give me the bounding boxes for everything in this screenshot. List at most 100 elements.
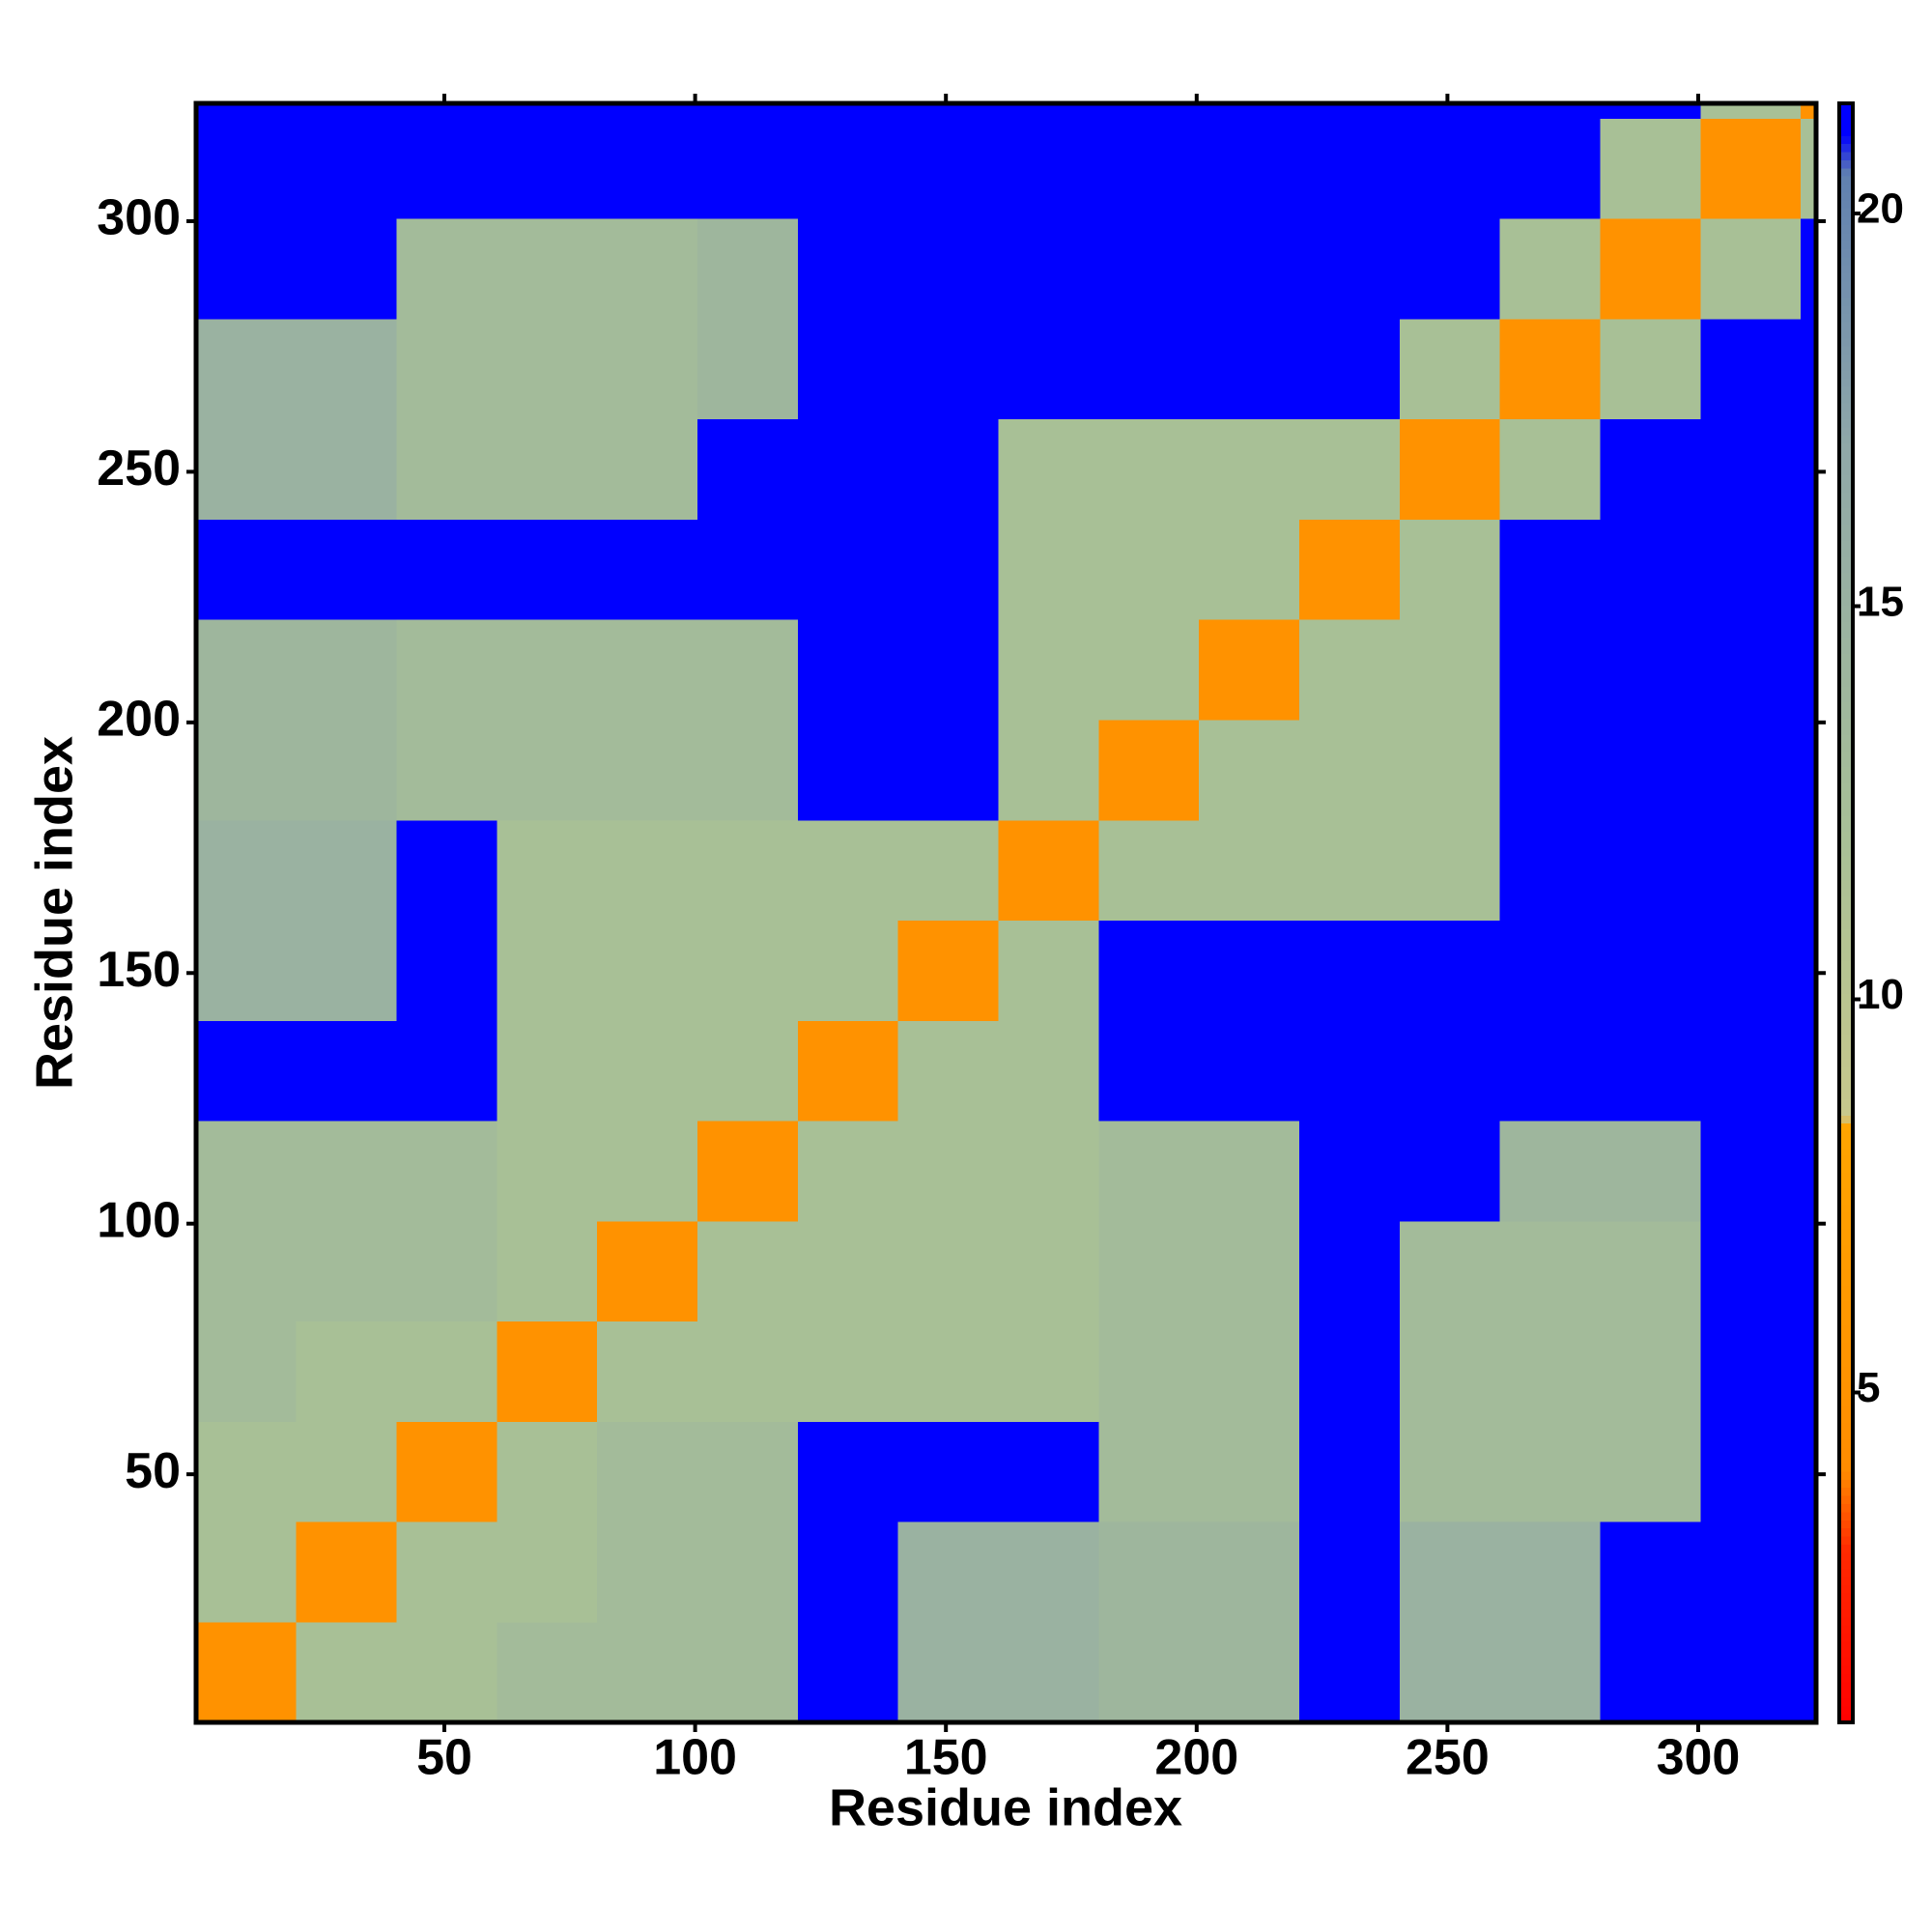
cell	[696, 118, 799, 219]
colorbar-segment	[1838, 782, 1854, 792]
y-tick-label: 150	[97, 942, 181, 998]
cell	[998, 418, 1099, 520]
colorbar-segment	[1838, 936, 1854, 946]
colorbar-segment	[1838, 621, 1854, 630]
heatmap-cells	[195, 102, 1817, 1723]
colorbar-segment	[1838, 1300, 1854, 1310]
colorbar-segment	[1838, 265, 1854, 274]
cell	[597, 1421, 698, 1522]
colorbar-segment	[1838, 1268, 1854, 1278]
cell	[1399, 318, 1501, 420]
colorbar-segment	[1838, 184, 1854, 193]
cell	[1600, 1621, 1701, 1723]
cell	[1098, 218, 1200, 320]
colorbar-segment	[1838, 831, 1854, 840]
colorbar-segment	[1838, 1017, 1854, 1027]
cell	[1399, 1020, 1501, 1122]
cell	[1700, 1421, 1802, 1522]
cell	[497, 1220, 598, 1322]
cell	[497, 519, 598, 620]
cell	[1199, 1421, 1300, 1522]
colorbar-segment	[1838, 1074, 1854, 1084]
cell	[797, 318, 899, 420]
cell	[296, 318, 397, 420]
colorbar-segment	[1838, 378, 1854, 387]
colorbar-segment	[1838, 451, 1854, 460]
colorbar-segment	[1838, 1690, 1854, 1699]
cell	[1700, 920, 1802, 1021]
cell	[195, 118, 298, 219]
cell	[597, 218, 698, 320]
cell	[195, 218, 298, 320]
colorbar-tick-label: 15	[1857, 578, 1904, 625]
cell	[797, 519, 899, 620]
cell	[1399, 1220, 1501, 1322]
cell	[1098, 719, 1200, 821]
cell	[497, 418, 598, 520]
colorbar-segment	[1838, 1576, 1854, 1585]
colorbar-segment	[1838, 159, 1854, 169]
colorbar-segment	[1838, 224, 1854, 234]
cell	[1499, 920, 1601, 1021]
cell	[1600, 920, 1701, 1021]
cell	[797, 118, 899, 219]
cell	[597, 1020, 698, 1122]
cell	[396, 318, 497, 420]
colorbar-segment	[1838, 1333, 1854, 1343]
colorbar-segment	[1838, 1479, 1854, 1489]
cell	[296, 619, 397, 721]
colorbar-segment	[1838, 524, 1854, 533]
colorbar-segment	[1838, 361, 1854, 371]
cell	[1499, 1121, 1601, 1222]
colorbar-segment	[1838, 1341, 1854, 1350]
cell	[195, 519, 298, 620]
cell	[1199, 619, 1300, 721]
colorbar-segment	[1838, 969, 1854, 979]
colorbar-segment	[1838, 1115, 1854, 1124]
cell	[597, 1521, 698, 1623]
colorbar-segment	[1838, 1058, 1854, 1067]
cell	[1600, 1521, 1701, 1623]
colorbar-segment	[1838, 766, 1854, 776]
colorbar-segment	[1838, 111, 1854, 121]
cell	[597, 118, 698, 219]
colorbar-segment	[1838, 669, 1854, 679]
cell	[998, 1321, 1099, 1422]
cell	[797, 1020, 899, 1122]
cell	[195, 920, 298, 1021]
cell	[1298, 1220, 1401, 1322]
colorbar-segment	[1838, 718, 1854, 727]
colorbar-segment	[1838, 1309, 1854, 1319]
cell	[396, 1621, 497, 1723]
colorbar-segment	[1838, 1681, 1854, 1690]
cell	[296, 118, 397, 219]
colorbar-segment	[1838, 418, 1854, 428]
cell	[1298, 1521, 1401, 1623]
cell	[1298, 519, 1401, 620]
colorbar-segment	[1838, 856, 1854, 865]
cell	[296, 920, 397, 1021]
colorbar-segment	[1838, 1211, 1854, 1221]
cell	[1199, 519, 1300, 620]
colorbar-segment	[1838, 1381, 1854, 1391]
colorbar-segment	[1838, 1041, 1854, 1051]
cell	[1700, 418, 1802, 520]
colorbar-segment	[1838, 1673, 1854, 1683]
cell	[1700, 218, 1802, 320]
cell	[1600, 1220, 1701, 1322]
colorbar-segment	[1838, 1463, 1854, 1472]
cell	[998, 1220, 1099, 1322]
cell	[195, 1321, 298, 1422]
cell	[597, 719, 698, 821]
cell	[1600, 1121, 1701, 1222]
cell	[1700, 1321, 1802, 1422]
colorbar-segment	[1838, 435, 1854, 444]
colorbar-segment	[1838, 839, 1854, 849]
cell	[396, 719, 497, 821]
colorbar-segment	[1838, 775, 1854, 784]
cell	[1098, 318, 1200, 420]
colorbar-segment	[1838, 1487, 1854, 1496]
colorbar-segment	[1838, 1106, 1854, 1116]
colorbar-segment	[1838, 1350, 1854, 1359]
